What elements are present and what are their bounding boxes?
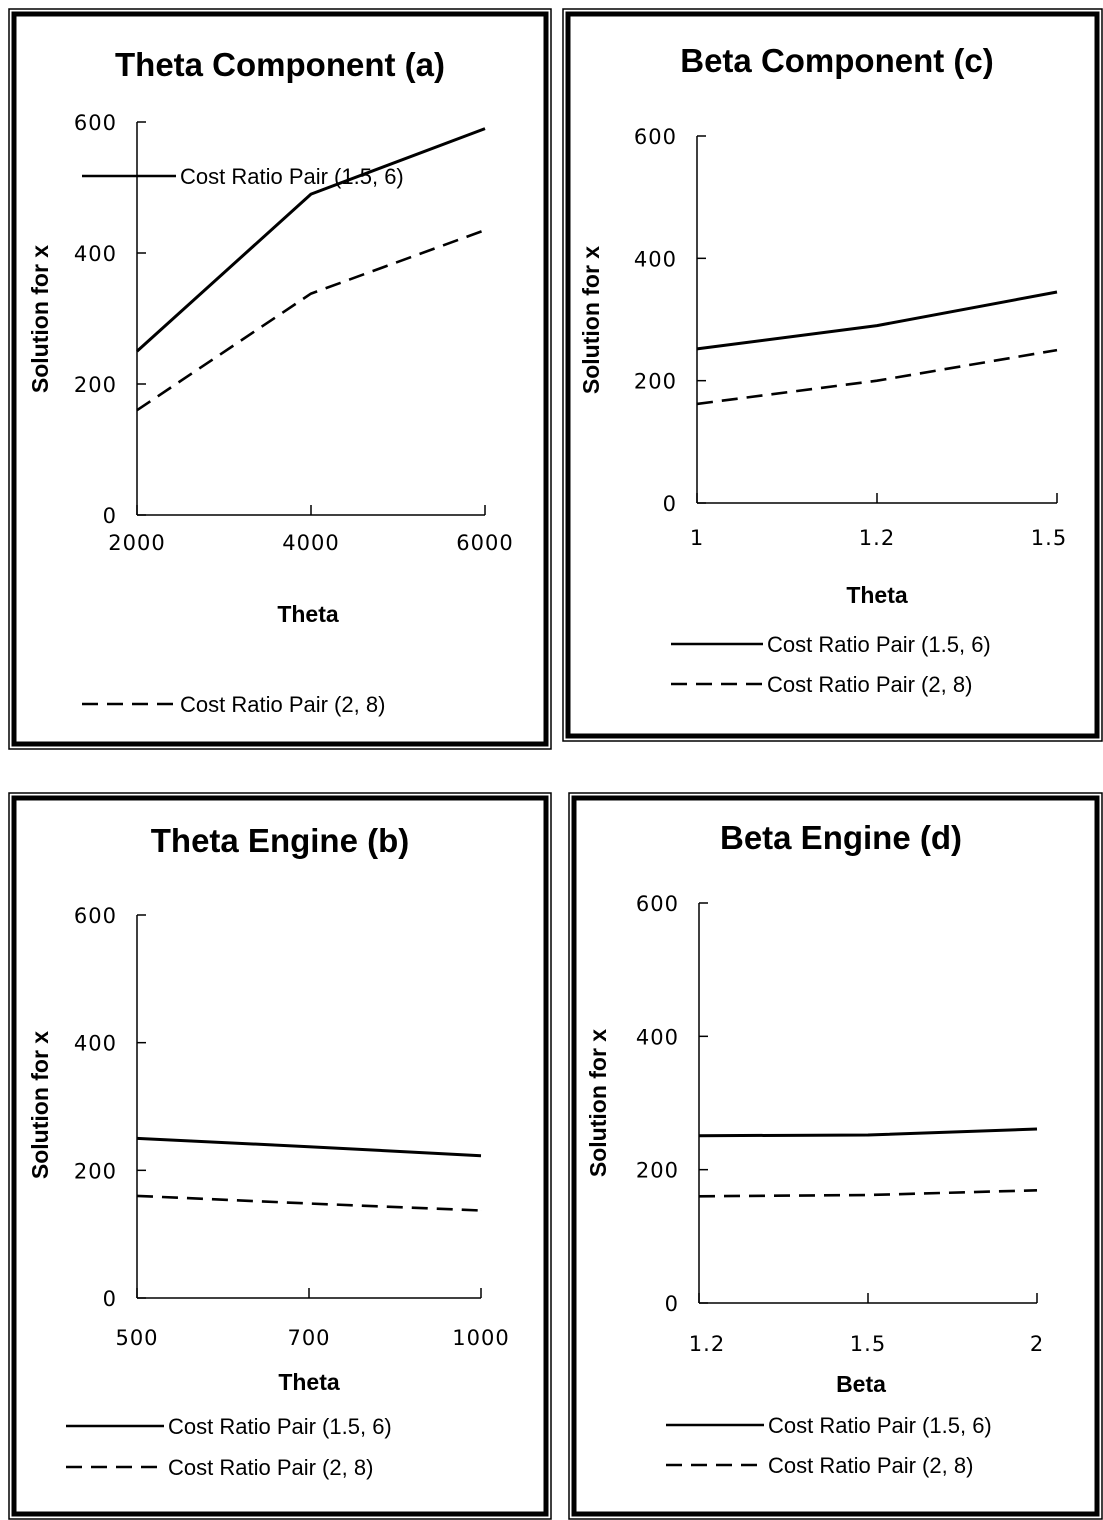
x-axis-label: Theta: [278, 1369, 340, 1395]
legend-label-series-1: Cost Ratio Pair (1.5, 6): [767, 632, 991, 657]
series-line-1: [135, 127, 486, 353]
panel-frame-outer: [8, 792, 552, 1520]
y-tick-label: 0: [103, 504, 117, 528]
legend-label-series-1: Cost Ratio Pair (1.5, 6): [168, 1414, 392, 1439]
chart-svg-beta-component: Beta Component (c) Solution for x Theta …: [562, 8, 1103, 742]
y-tick-label: 600: [636, 892, 679, 916]
chart-title: Beta Component (c): [680, 42, 994, 79]
x-tick-label: 700: [287, 1326, 330, 1350]
x-tick-label: 500: [115, 1326, 158, 1350]
chart-svg-beta-engine: Beta Engine (d) Solution for x Beta Cost…: [568, 792, 1103, 1520]
series-line-1: [136, 1136, 482, 1158]
y-axis-label: Solution for x: [578, 246, 604, 394]
panel-frame-outer: [8, 8, 552, 750]
x-axis-label: Theta: [846, 582, 908, 608]
y-tick-label: 200: [634, 370, 677, 394]
y-tick-label: 0: [663, 492, 677, 516]
chart-svg-theta-engine: Theta Engine (b) Solution for x Theta Co…: [8, 792, 552, 1520]
chart-title: Theta Engine (b): [151, 822, 410, 859]
x-tick-label: 1.5: [850, 1332, 886, 1356]
chart-svg-theta-component: Theta Component (a) Solution for x Theta…: [8, 8, 552, 750]
panel-frame-inner: [571, 795, 1100, 1517]
chart-title: Beta Engine (d): [720, 819, 962, 856]
legend-label-series-2: Cost Ratio Pair (2, 8): [180, 692, 385, 717]
x-tick-label: 1000: [452, 1326, 509, 1350]
y-tick-label: 200: [74, 1159, 117, 1183]
legend-label-series-1: Cost Ratio Pair (1.5, 6): [768, 1413, 992, 1438]
y-tick-label: 600: [74, 904, 117, 928]
x-tick-label: 1: [690, 526, 704, 550]
y-tick-label: 400: [636, 1025, 679, 1049]
y-tick-label: 0: [103, 1287, 117, 1311]
y-tick-label: 400: [74, 1032, 117, 1056]
y-tick-label: 200: [74, 373, 117, 397]
y-axis-label: Solution for x: [585, 1029, 611, 1177]
y-tick-label: 0: [665, 1292, 679, 1316]
x-tick-label: 1.2: [689, 1332, 725, 1356]
series-line-1: [698, 1127, 1038, 1138]
x-tick-label: 1.2: [859, 526, 895, 550]
x-tick-label: 1.5: [1031, 526, 1067, 550]
x-tick-label: 6000: [456, 531, 513, 555]
series-line-2: [136, 1194, 482, 1212]
x-tick-label: 2000: [108, 531, 165, 555]
series-line-2: [696, 348, 1058, 406]
y-tick-label: 200: [636, 1159, 679, 1183]
chart-title: Theta Component (a): [115, 46, 445, 83]
y-tick-label: 400: [634, 247, 677, 271]
y-tick-label: 400: [74, 242, 117, 266]
legend-label-series-2: Cost Ratio Pair (2, 8): [168, 1455, 373, 1480]
series-line-1: [696, 290, 1058, 351]
y-tick-label: 600: [634, 125, 677, 149]
y-axis-label: Solution for x: [27, 245, 53, 393]
y-tick-label: 600: [74, 111, 117, 135]
x-tick-label: 2: [1030, 1332, 1044, 1356]
series-line-2: [698, 1189, 1038, 1198]
series-line-2: [136, 228, 486, 412]
legend-label-series-2: Cost Ratio Pair (2, 8): [767, 672, 972, 697]
x-axis-label: Theta: [277, 601, 339, 627]
legend-label-series-2: Cost Ratio Pair (2, 8): [768, 1453, 973, 1478]
chart-panel-theta-engine: Theta Engine (b) Solution for x Theta Co…: [8, 792, 552, 1520]
chart-panel-beta-component: Beta Component (c) Solution for x Theta …: [562, 8, 1103, 742]
panel-frame-inner: [565, 11, 1100, 739]
x-tick-label: 4000: [282, 531, 339, 555]
panel-frame-outer: [562, 8, 1103, 742]
x-axis-label: Beta: [836, 1371, 886, 1397]
y-axis-label: Solution for x: [27, 1031, 53, 1179]
chart-panel-theta-component: Theta Component (a) Solution for x Theta…: [8, 8, 552, 750]
legend-label-series-1: Cost Ratio Pair (1.5, 6): [180, 164, 404, 189]
panel-frame-outer: [568, 792, 1103, 1520]
chart-panel-beta-engine: Beta Engine (d) Solution for x Beta Cost…: [568, 792, 1103, 1520]
panel-frame-inner: [11, 795, 549, 1517]
panel-frame-inner: [11, 11, 549, 747]
